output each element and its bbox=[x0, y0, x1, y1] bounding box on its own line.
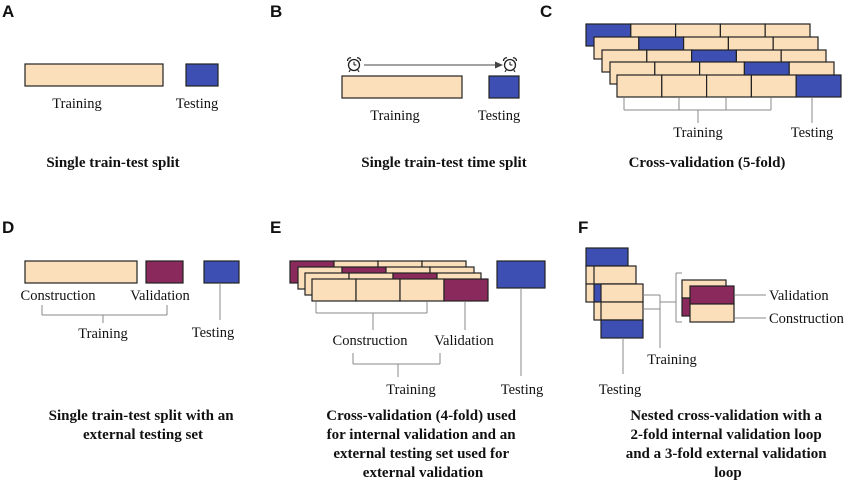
caption-line: Single train-test time split bbox=[361, 155, 526, 171]
panel-d-letter: D bbox=[2, 218, 14, 237]
caption-line: for internal validation and an bbox=[327, 427, 517, 443]
panel-b: B Training Testing Single train-test tim… bbox=[270, 2, 527, 171]
training-fold-block bbox=[661, 74, 708, 98]
training-fold-block bbox=[705, 74, 752, 98]
panel-d-caption: Single train-test split with an external… bbox=[49, 408, 238, 443]
training-bracket bbox=[623, 98, 813, 123]
caption-line: Nested cross-validation with a bbox=[630, 408, 822, 424]
construction-label: Construction bbox=[769, 311, 845, 327]
construction-label: Construction bbox=[21, 288, 97, 304]
validation-label: Validation bbox=[434, 333, 494, 349]
panel-c-caption: Cross-validation (5-fold) bbox=[629, 155, 786, 171]
training-fold-block bbox=[750, 74, 797, 98]
training-bracket bbox=[315, 288, 522, 377]
cv-4fold-rows bbox=[289, 260, 489, 302]
caption-line: 2-fold internal validation loop bbox=[630, 427, 821, 443]
testing-label: Testing bbox=[791, 125, 833, 141]
caption-line: and a 3-fold external validation bbox=[626, 446, 828, 462]
panel-c: C Training Testing Cross-validation (5-f… bbox=[540, 2, 842, 171]
construction-label: Construction bbox=[333, 333, 409, 349]
training-label: Training bbox=[673, 125, 722, 141]
training-fold-block bbox=[355, 278, 401, 302]
panel-c-letter: C bbox=[540, 2, 552, 21]
caption-line: external testing set used for bbox=[333, 446, 509, 462]
testing-fold-block bbox=[585, 247, 629, 267]
caption-line: Cross-validation (5-fold) bbox=[629, 155, 786, 171]
panel-d: D Construction Validation Training Testi… bbox=[2, 218, 240, 443]
training-fold-block bbox=[600, 301, 644, 321]
testing-fold-block bbox=[795, 74, 842, 98]
training-fold-block bbox=[311, 278, 357, 302]
training-label: Training bbox=[78, 326, 127, 342]
alarm-clock-icon bbox=[346, 57, 362, 73]
testing-block bbox=[203, 260, 240, 284]
caption-line: external validation bbox=[363, 465, 484, 481]
testing-block bbox=[185, 63, 219, 87]
training-fold-block bbox=[600, 283, 644, 303]
testing-label: Testing bbox=[192, 325, 234, 341]
training-label: Training bbox=[386, 382, 435, 398]
training-block bbox=[341, 75, 463, 99]
testing-block bbox=[488, 75, 520, 99]
panel-f: F Validation Construction Training Testi… bbox=[578, 218, 845, 481]
alarm-clock-icon bbox=[502, 57, 518, 73]
training-block bbox=[24, 63, 164, 87]
caption-line: external testing set bbox=[83, 427, 203, 443]
panel-a-letter: A bbox=[2, 2, 14, 21]
panel-e-letter: E bbox=[270, 218, 281, 237]
validation-label: Validation bbox=[769, 288, 829, 304]
panel-b-letter: B bbox=[270, 2, 282, 21]
validation-fold-block bbox=[443, 278, 489, 302]
panel-e: E Construction Validation Training Testi… bbox=[270, 218, 546, 481]
caption-line: Single train-test split bbox=[46, 155, 179, 171]
validation-fold-block bbox=[689, 285, 735, 305]
inner-2fold-rows bbox=[681, 279, 735, 323]
testing-fold-block bbox=[600, 319, 644, 339]
training-label: Training bbox=[647, 352, 696, 368]
construction-block bbox=[24, 260, 138, 284]
panel-f-letter: F bbox=[578, 218, 588, 237]
testing-block bbox=[496, 260, 546, 289]
construction-fold-block bbox=[689, 303, 735, 323]
testing-label: Testing bbox=[501, 382, 543, 398]
validation-label: Validation bbox=[130, 288, 190, 304]
caption-line: loop bbox=[714, 465, 742, 481]
panel-b-caption: Single train-test time split bbox=[361, 155, 526, 171]
training-label: Training bbox=[52, 96, 101, 112]
panel-a: A Training Testing Single train-test spl… bbox=[2, 2, 219, 171]
caption-line: Single train-test split with an bbox=[49, 408, 235, 424]
training-fold-block bbox=[399, 278, 445, 302]
time-arrow-head bbox=[495, 61, 503, 69]
panel-f-caption: Nested cross-validation with a 2-fold in… bbox=[626, 408, 831, 481]
testing-label: Testing bbox=[176, 96, 218, 112]
caption-line: Cross-validation (4-fold) used bbox=[326, 408, 516, 424]
panel-e-caption: Cross-validation (4-fold) used for inter… bbox=[326, 408, 520, 481]
testing-label: Testing bbox=[599, 382, 641, 398]
cv-5fold-rows bbox=[585, 23, 842, 98]
training-bracket bbox=[41, 283, 221, 323]
training-bracket bbox=[622, 272, 766, 374]
training-fold-block bbox=[616, 74, 663, 98]
validation-block bbox=[145, 260, 184, 284]
outer-3fold-rows bbox=[585, 247, 644, 339]
training-fold-block bbox=[593, 265, 637, 285]
training-label: Training bbox=[370, 108, 419, 124]
testing-label: Testing bbox=[478, 108, 520, 124]
panel-a-caption: Single train-test split bbox=[46, 155, 179, 171]
